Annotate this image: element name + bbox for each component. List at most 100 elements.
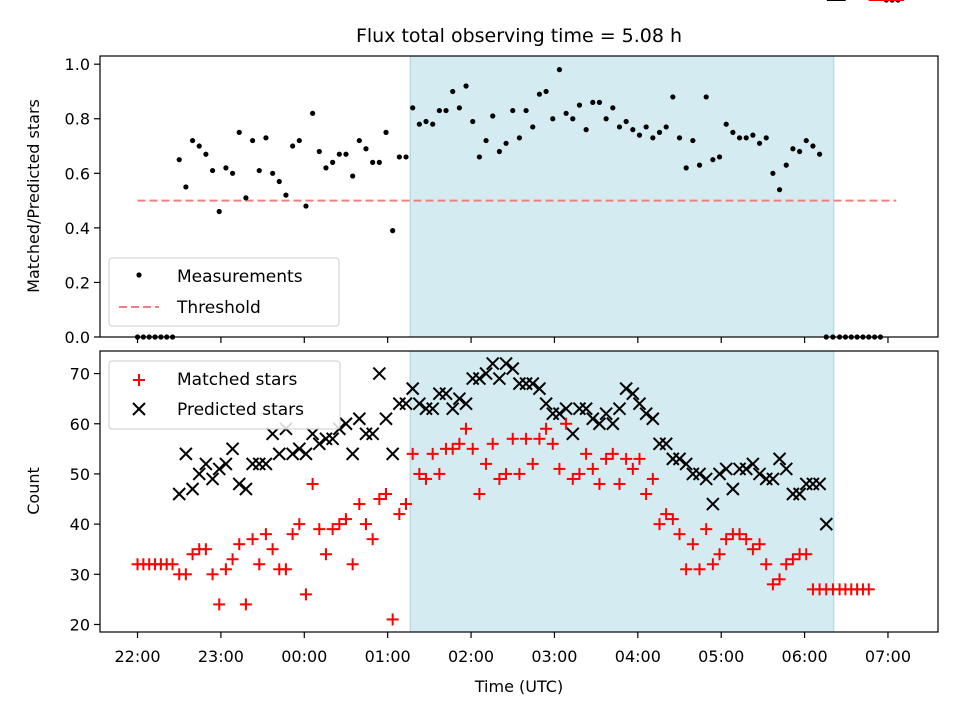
matched-point bbox=[606, 447, 619, 460]
predicted-point bbox=[592, 417, 607, 431]
matched-point bbox=[626, 462, 639, 475]
matched-point bbox=[213, 598, 226, 611]
x-axis-label: Time (UTC) bbox=[474, 677, 563, 696]
bottom-legend-box bbox=[108, 360, 341, 430]
measurement-point bbox=[456, 105, 462, 111]
matched-point bbox=[586, 462, 599, 475]
predicted-point bbox=[359, 427, 373, 441]
matched-point bbox=[600, 452, 613, 465]
measurement-point bbox=[283, 192, 289, 198]
measurement-point bbox=[710, 157, 716, 163]
matched-point bbox=[179, 568, 192, 581]
predicted-point bbox=[679, 457, 693, 471]
predicted-point bbox=[566, 427, 580, 441]
predicted-point bbox=[172, 487, 186, 501]
predicted-point bbox=[305, 427, 320, 441]
measurement-point bbox=[770, 170, 776, 176]
matched-point bbox=[413, 467, 426, 480]
matched-point bbox=[546, 437, 559, 450]
measurement-point bbox=[590, 99, 596, 105]
top-y-tick-label: 0.8 bbox=[65, 110, 90, 129]
measurement-point bbox=[536, 91, 543, 97]
predicted-point bbox=[385, 447, 400, 461]
matched-point bbox=[186, 548, 199, 561]
top-axes-frame bbox=[99, 55, 939, 338]
matched-point bbox=[646, 472, 659, 485]
predicted-point bbox=[212, 462, 226, 476]
predicted-point bbox=[492, 371, 507, 386]
predicted-point bbox=[392, 396, 407, 411]
matched-point bbox=[466, 442, 479, 455]
matched-point bbox=[640, 488, 653, 501]
predicted-point bbox=[532, 381, 547, 396]
matched-point bbox=[660, 508, 673, 521]
top-y-tick-label: 0.4 bbox=[65, 219, 90, 238]
predicted-point bbox=[292, 442, 306, 456]
top-observing-window bbox=[409, 55, 835, 338]
matched-point bbox=[293, 518, 306, 531]
measurement-point bbox=[303, 203, 309, 209]
matched-point bbox=[506, 432, 519, 445]
measurement-point bbox=[189, 137, 196, 144]
predicted-point bbox=[692, 467, 707, 481]
measurement-point bbox=[290, 143, 296, 149]
matched-point bbox=[226, 553, 239, 566]
matched-point bbox=[862, 583, 875, 596]
measurement-point bbox=[416, 121, 422, 127]
legend-predicted-marker bbox=[132, 402, 146, 416]
measurement-point bbox=[663, 124, 669, 130]
measurement-point bbox=[623, 118, 629, 125]
measurement-point bbox=[563, 110, 569, 116]
measurement-point bbox=[723, 121, 729, 127]
matched-point bbox=[593, 477, 606, 490]
predicted-point bbox=[619, 381, 633, 396]
x-tick-label: 05:00 bbox=[698, 647, 744, 666]
predicted-point bbox=[312, 437, 327, 451]
matched-point bbox=[306, 477, 319, 490]
measurement-point bbox=[223, 165, 229, 171]
measurement-point bbox=[330, 159, 336, 165]
matched-point bbox=[560, 417, 573, 430]
legend-threshold-label: Threshold bbox=[176, 298, 261, 318]
x-axis: 22:00 23:00 00:00 01:00 02:00 03:00 04:00 05:00… bbox=[114, 337, 911, 666]
predicted-point bbox=[792, 487, 807, 501]
matched-point bbox=[700, 523, 713, 536]
measurement-point bbox=[216, 208, 222, 215]
predicted-point bbox=[719, 462, 733, 476]
matched-point bbox=[339, 513, 352, 526]
predicted-point bbox=[499, 356, 513, 371]
measurement-point bbox=[176, 157, 182, 163]
predicted-point bbox=[819, 517, 833, 531]
measurement-point bbox=[270, 170, 276, 176]
measurement-point bbox=[556, 67, 563, 73]
measurement-point bbox=[263, 135, 269, 141]
measurement-point bbox=[690, 137, 696, 144]
measurement-point bbox=[490, 113, 496, 119]
matched-point bbox=[359, 518, 372, 531]
measurement-point bbox=[736, 135, 743, 141]
matched-point bbox=[406, 447, 419, 460]
measurement-point bbox=[703, 94, 709, 100]
x-tick-label: 01:00 bbox=[365, 647, 411, 666]
matched-point bbox=[446, 442, 459, 455]
predicted-point bbox=[612, 401, 627, 416]
matched-point bbox=[680, 563, 693, 576]
measurement-point bbox=[450, 88, 456, 95]
x-tick-label: 07:00 bbox=[865, 647, 911, 666]
measurement-point bbox=[816, 151, 823, 157]
matched-point bbox=[233, 538, 246, 551]
matched-point bbox=[566, 472, 579, 485]
predicted-point bbox=[272, 447, 286, 461]
bottom-panel: 20 30 40 50 60 70 Count Matched stars Predict… bbox=[24, 0, 939, 634]
predicted-point bbox=[579, 401, 593, 416]
measurement-point bbox=[776, 187, 783, 193]
matched-point bbox=[733, 528, 746, 541]
measurement-point bbox=[576, 102, 583, 108]
measurement-point bbox=[583, 127, 589, 133]
predicted-point bbox=[192, 467, 206, 481]
matched-point bbox=[299, 588, 312, 601]
predicted-point bbox=[339, 417, 353, 431]
predicted-points bbox=[172, 0, 846, 531]
measurement-point bbox=[803, 137, 809, 144]
matched-point bbox=[453, 437, 466, 450]
